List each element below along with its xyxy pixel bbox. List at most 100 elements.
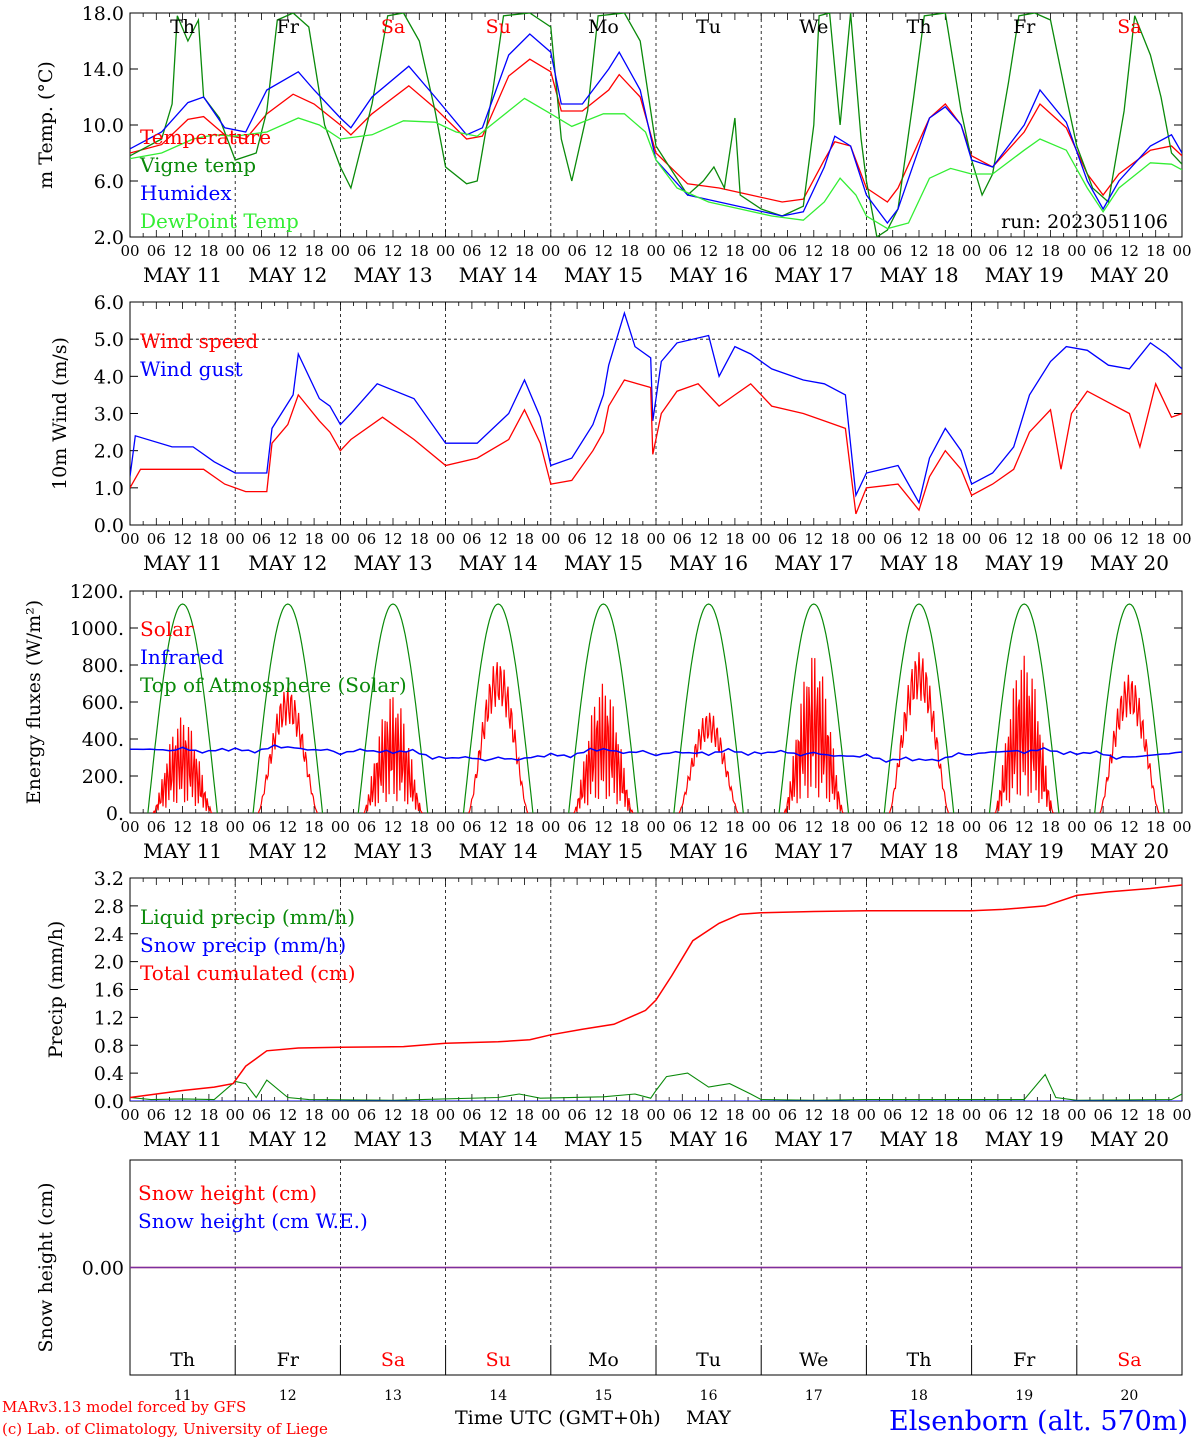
y-tick-label: 3.2 <box>94 868 124 890</box>
hour-label: 06 <box>778 530 797 548</box>
day-of-week-label: Fr <box>1013 1349 1036 1371</box>
hour-label: 00 <box>1172 818 1191 836</box>
hour-label: 00 <box>541 530 560 548</box>
date-label: MAY 14 <box>459 551 538 575</box>
hour-label: 06 <box>357 242 376 260</box>
date-label: MAY 18 <box>879 839 958 863</box>
y-tick-label: 6.0 <box>94 171 124 193</box>
y-tick-label: 600. <box>82 692 124 714</box>
date-label: MAY 20 <box>1090 1127 1169 1151</box>
hour-label: 06 <box>883 242 902 260</box>
y-tick-label: 2.0 <box>94 441 124 463</box>
date-label: MAY 13 <box>353 839 432 863</box>
hour-label: 18 <box>725 1106 744 1124</box>
hour-label: 12 <box>278 242 297 260</box>
hour-label: 00 <box>857 530 876 548</box>
hour-label: 06 <box>883 1106 902 1124</box>
hour-label: 00 <box>962 242 981 260</box>
hour-label: 00 <box>752 1106 771 1124</box>
y-tick-label: 1.2 <box>94 1007 124 1029</box>
panel-3-y-axis: 0. 200. 400. 600. 800. 1000. 1200. <box>70 581 1182 825</box>
hour-label: 18 <box>199 242 218 260</box>
hour-label: 12 <box>594 530 613 548</box>
hour-label: 00 <box>226 530 245 548</box>
day-of-week-label: Tu <box>696 1349 721 1371</box>
y-tick-label: 0.0 <box>94 1091 124 1113</box>
solar-day-curve <box>678 712 739 813</box>
day-of-week-label: Tu <box>696 16 721 38</box>
date-label: MAY 12 <box>248 551 327 575</box>
hour-label: 12 <box>1120 1106 1139 1124</box>
hour-label: 00 <box>541 818 560 836</box>
hour-label: 06 <box>568 530 587 548</box>
hour-label: 12 <box>804 242 823 260</box>
hour-label: 12 <box>1120 818 1139 836</box>
series-liquid-precip-mm-h- <box>130 1072 1182 1101</box>
date-label: MAY 17 <box>774 1127 853 1151</box>
hour-label: 18 <box>305 530 324 548</box>
panel-4-x-labels: 00 06 12 18 00 06 12 18 00 06 12 18 00 06 12 18 00 06 12 18… <box>120 1106 1191 1151</box>
date-label: MAY 13 <box>353 1127 432 1151</box>
hour-label: 12 <box>383 1106 402 1124</box>
hour-label: 06 <box>147 818 166 836</box>
toa-solar-arch <box>883 603 955 813</box>
hour-label: 06 <box>673 242 692 260</box>
hour-label: 12 <box>383 818 402 836</box>
hour-label: 18 <box>515 818 534 836</box>
hour-label: 00 <box>1172 530 1191 548</box>
day-number-label: 11 <box>174 1388 192 1404</box>
day-of-week-label: Su <box>486 16 511 38</box>
hour-label: 00 <box>1067 1106 1086 1124</box>
day-of-week-label: Mo <box>588 1349 619 1371</box>
hour-label: 18 <box>831 530 850 548</box>
hour-label: 12 <box>594 242 613 260</box>
panel-1-legend: Temperature Vigne temp Humidex DewPoint Tem… <box>139 125 299 233</box>
hour-label: 18 <box>1146 1106 1165 1124</box>
hour-label: 06 <box>252 242 271 260</box>
hour-label: 00 <box>752 242 771 260</box>
hour-label: 18 <box>410 242 429 260</box>
hour-label: 12 <box>1120 242 1139 260</box>
date-label: MAY 11 <box>143 263 222 287</box>
hour-label: 18 <box>305 1106 324 1124</box>
toa-solar-arch <box>568 603 639 813</box>
panel-2-y-axis: 0.0 1.0 2.0 3.0 4.0 5.0 6.0 <box>94 292 1182 537</box>
hour-label: 06 <box>462 530 481 548</box>
date-label: MAY 12 <box>248 839 327 863</box>
hour-label: 00 <box>962 530 981 548</box>
day-of-week-label: Th <box>907 16 932 38</box>
y-tick-label: 0. <box>106 803 124 825</box>
y-axis-title: m Temp. (°C) <box>35 61 57 189</box>
y-tick-label: 2.4 <box>94 924 124 946</box>
hour-label: 00 <box>646 530 665 548</box>
hour-label: 18 <box>831 1106 850 1124</box>
hour-label: 00 <box>436 530 455 548</box>
y-tick-label: 1.6 <box>94 980 124 1002</box>
hour-label: 18 <box>936 530 955 548</box>
hour-label: 18 <box>1041 530 1060 548</box>
hour-label: 00 <box>436 1106 455 1124</box>
hour-label: 06 <box>147 242 166 260</box>
date-label: MAY 16 <box>669 1127 748 1151</box>
date-label: MAY 12 <box>248 263 327 287</box>
hour-label: 18 <box>831 242 850 260</box>
model-credit: MARv3.13 model forced by GFS <box>2 1398 246 1416</box>
date-label: MAY 11 <box>143 1127 222 1151</box>
date-label: MAY 19 <box>985 263 1064 287</box>
hour-label: 18 <box>1041 242 1060 260</box>
y-tick-label: 800. <box>82 655 124 677</box>
y-tick-label: 3.0 <box>94 404 124 426</box>
legend-entry: Wind gust <box>140 357 243 381</box>
date-label: MAY 12 <box>248 1127 327 1151</box>
series-vigne-temp <box>130 13 1182 237</box>
hour-label: 12 <box>1015 530 1034 548</box>
hour-label: 06 <box>252 818 271 836</box>
hour-label: 12 <box>699 818 718 836</box>
panel-3-legend: Solar Infrared Top of Atmosphere (Solar) <box>140 617 407 697</box>
series-total-cumulated-cm- <box>130 884 1182 1099</box>
hour-label: 18 <box>1146 530 1165 548</box>
hour-label: 06 <box>147 1106 166 1124</box>
y-tick-label: 2.8 <box>94 896 124 918</box>
hour-label: 06 <box>357 1106 376 1124</box>
hour-label: 12 <box>699 530 718 548</box>
